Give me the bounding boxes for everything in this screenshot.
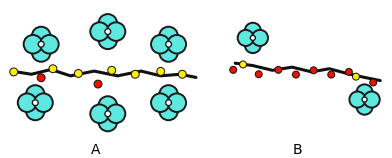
Circle shape: [105, 29, 111, 34]
Circle shape: [18, 93, 36, 112]
Circle shape: [94, 80, 102, 88]
Circle shape: [10, 68, 18, 76]
Circle shape: [40, 35, 59, 54]
Circle shape: [37, 74, 45, 82]
Circle shape: [328, 71, 335, 78]
Circle shape: [34, 93, 53, 112]
Circle shape: [292, 71, 299, 78]
Circle shape: [245, 23, 261, 39]
Circle shape: [107, 22, 125, 41]
Circle shape: [362, 97, 367, 102]
Circle shape: [107, 104, 125, 123]
Circle shape: [74, 70, 82, 77]
Circle shape: [26, 85, 45, 104]
Circle shape: [356, 84, 373, 100]
Circle shape: [98, 30, 117, 49]
Circle shape: [166, 100, 171, 106]
Circle shape: [356, 99, 373, 115]
Circle shape: [159, 85, 178, 104]
Circle shape: [151, 93, 170, 112]
Circle shape: [238, 30, 254, 46]
Circle shape: [345, 68, 352, 75]
Circle shape: [151, 35, 170, 54]
Circle shape: [38, 41, 44, 47]
Circle shape: [131, 70, 139, 78]
Circle shape: [364, 91, 380, 108]
Circle shape: [245, 37, 261, 53]
Circle shape: [275, 66, 282, 73]
Circle shape: [90, 104, 109, 123]
Circle shape: [98, 96, 117, 115]
Circle shape: [159, 27, 178, 45]
Circle shape: [167, 35, 186, 54]
Text: B: B: [293, 143, 303, 157]
Circle shape: [166, 41, 171, 47]
Circle shape: [178, 70, 186, 78]
Circle shape: [167, 93, 186, 112]
Circle shape: [33, 100, 38, 106]
Text: A: A: [91, 143, 101, 157]
Circle shape: [370, 79, 377, 86]
Circle shape: [252, 30, 268, 46]
Circle shape: [98, 113, 117, 131]
Circle shape: [240, 61, 247, 68]
Circle shape: [49, 65, 57, 73]
Circle shape: [90, 22, 109, 41]
Circle shape: [349, 91, 365, 108]
Circle shape: [32, 43, 51, 62]
Circle shape: [310, 67, 317, 74]
Circle shape: [105, 111, 111, 117]
Circle shape: [255, 71, 262, 78]
Circle shape: [98, 14, 117, 33]
Circle shape: [26, 102, 45, 120]
Circle shape: [230, 66, 237, 73]
Circle shape: [159, 43, 178, 62]
Circle shape: [157, 67, 165, 75]
Circle shape: [352, 73, 359, 80]
Circle shape: [250, 35, 255, 40]
Circle shape: [24, 35, 42, 54]
Circle shape: [32, 27, 51, 45]
Circle shape: [108, 66, 116, 74]
Circle shape: [159, 102, 178, 120]
